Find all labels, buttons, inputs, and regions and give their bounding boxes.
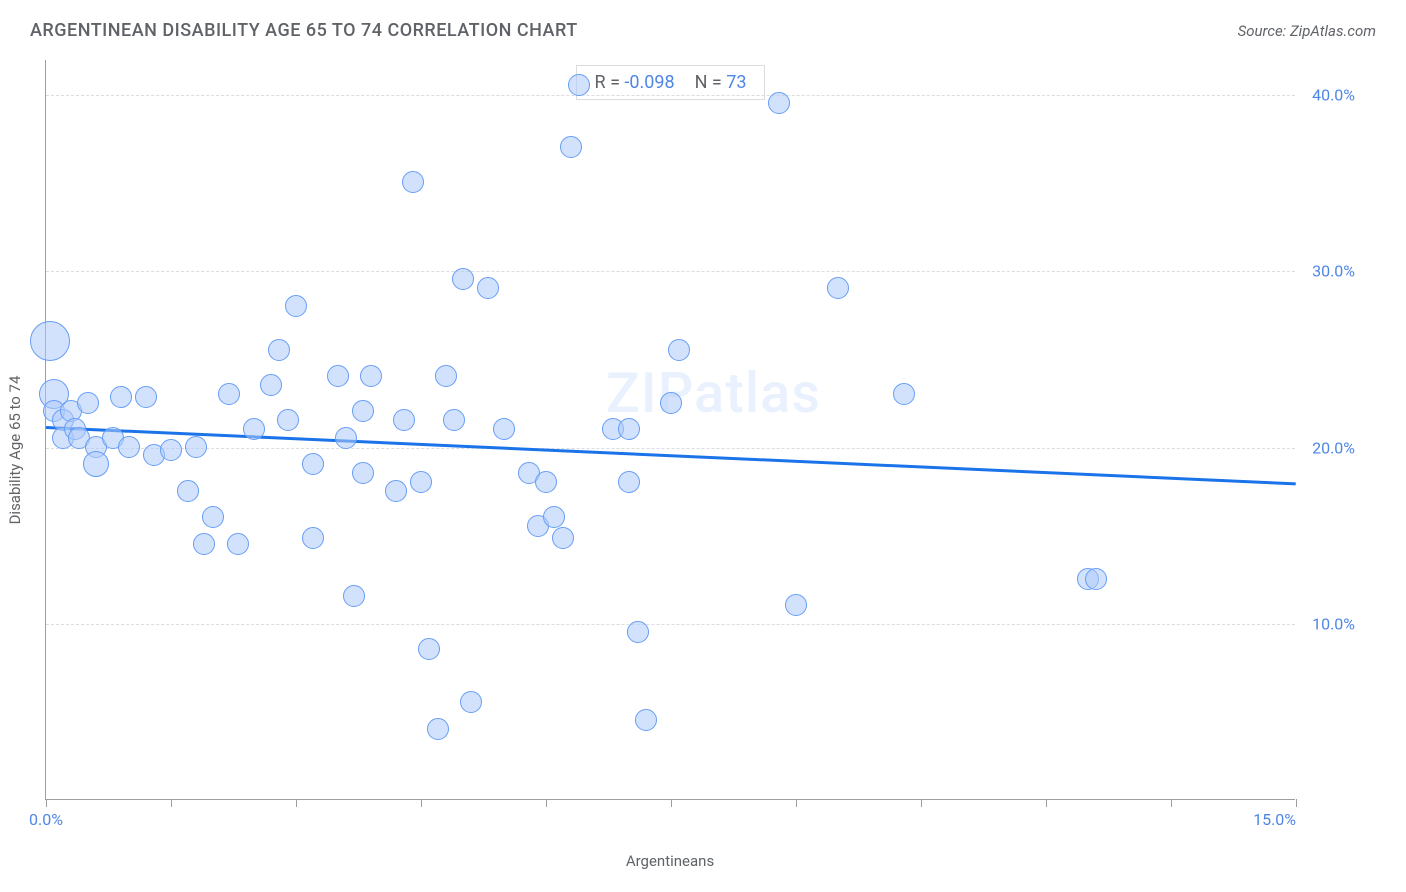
x-tick <box>421 799 422 807</box>
data-point <box>227 533 249 555</box>
source-attribution: Source: ZipAtlas.com <box>1238 22 1376 40</box>
data-point <box>327 365 349 387</box>
source-name: ZipAtlas.com <box>1290 22 1376 40</box>
data-point <box>410 471 432 493</box>
data-point <box>785 594 807 616</box>
data-point <box>418 638 440 660</box>
data-point <box>668 339 690 361</box>
data-point <box>552 527 574 549</box>
x-tick <box>296 799 297 807</box>
r-value: -0.098 <box>624 72 674 93</box>
data-point <box>193 533 215 555</box>
n-stat: N = 73 <box>695 72 747 93</box>
n-label: N = <box>695 72 727 93</box>
x-tick <box>546 799 547 807</box>
n-value: 73 <box>726 72 746 93</box>
data-point <box>118 436 140 458</box>
x-tick <box>1046 799 1047 807</box>
x-tick <box>1296 799 1297 807</box>
gridline <box>46 95 1295 96</box>
x-tick <box>796 799 797 807</box>
r-stat: R = -0.098 <box>595 72 675 93</box>
data-point <box>660 392 682 414</box>
data-point <box>618 471 640 493</box>
data-point <box>893 383 915 405</box>
data-point <box>77 392 99 414</box>
x-tick <box>921 799 922 807</box>
y-tick-label: 40.0% <box>1312 86 1355 105</box>
data-point <box>635 709 657 731</box>
y-tick-label: 10.0% <box>1312 614 1355 633</box>
data-point <box>1085 568 1107 590</box>
data-point <box>277 409 299 431</box>
data-point <box>427 718 449 740</box>
data-point <box>493 418 515 440</box>
data-point <box>768 92 790 114</box>
data-point <box>560 136 582 158</box>
y-axis-label: Disability Age 65 to 74 <box>6 376 24 525</box>
data-point <box>385 480 407 502</box>
data-point <box>443 409 465 431</box>
regression-line <box>46 426 1296 485</box>
y-tick-label: 30.0% <box>1312 262 1355 281</box>
data-point <box>302 527 324 549</box>
scatter-chart: ZIPatlas R = -0.098 N = 73 10.0% 20.0% 30.… <box>45 60 1355 840</box>
data-point <box>30 321 70 361</box>
gridline <box>46 271 1295 272</box>
data-point <box>110 386 132 408</box>
data-point <box>360 365 382 387</box>
data-point <box>285 295 307 317</box>
x-tick <box>671 799 672 807</box>
chart-title: ARGENTINEAN DISABILITY AGE 65 TO 74 CORR… <box>30 20 578 41</box>
x-tick <box>46 799 47 807</box>
data-point <box>218 383 240 405</box>
data-point <box>460 691 482 713</box>
y-tick-label: 20.0% <box>1312 438 1355 457</box>
watermark: ZIPatlas <box>606 360 821 426</box>
data-point <box>627 621 649 643</box>
data-point <box>268 339 290 361</box>
data-point <box>343 585 365 607</box>
x-tick-label: 15.0% <box>1253 810 1296 829</box>
data-point <box>185 436 207 458</box>
data-point <box>135 386 157 408</box>
data-point <box>243 418 265 440</box>
data-point <box>535 471 557 493</box>
data-point <box>202 506 224 528</box>
data-point <box>827 277 849 299</box>
data-point <box>260 374 282 396</box>
x-tick <box>1171 799 1172 807</box>
data-point <box>568 74 590 96</box>
gridline <box>46 448 1295 449</box>
x-axis-label: Argentineans <box>626 852 714 870</box>
data-point <box>402 171 424 193</box>
plot-area: ZIPatlas R = -0.098 N = 73 10.0%20.0%30.… <box>45 60 1295 800</box>
data-point <box>435 365 457 387</box>
data-point <box>352 400 374 422</box>
r-label: R = <box>595 72 625 93</box>
data-point <box>335 427 357 449</box>
source-prefix: Source: <box>1238 22 1290 40</box>
data-point <box>543 506 565 528</box>
x-tick-label: 0.0% <box>29 810 63 829</box>
gridline <box>46 624 1295 625</box>
x-tick <box>171 799 172 807</box>
data-point <box>393 409 415 431</box>
data-point <box>177 480 199 502</box>
data-point <box>477 277 499 299</box>
data-point <box>83 451 109 477</box>
data-point <box>352 462 374 484</box>
data-point <box>160 439 182 461</box>
data-point <box>452 268 474 290</box>
data-point <box>302 453 324 475</box>
data-point <box>618 418 640 440</box>
